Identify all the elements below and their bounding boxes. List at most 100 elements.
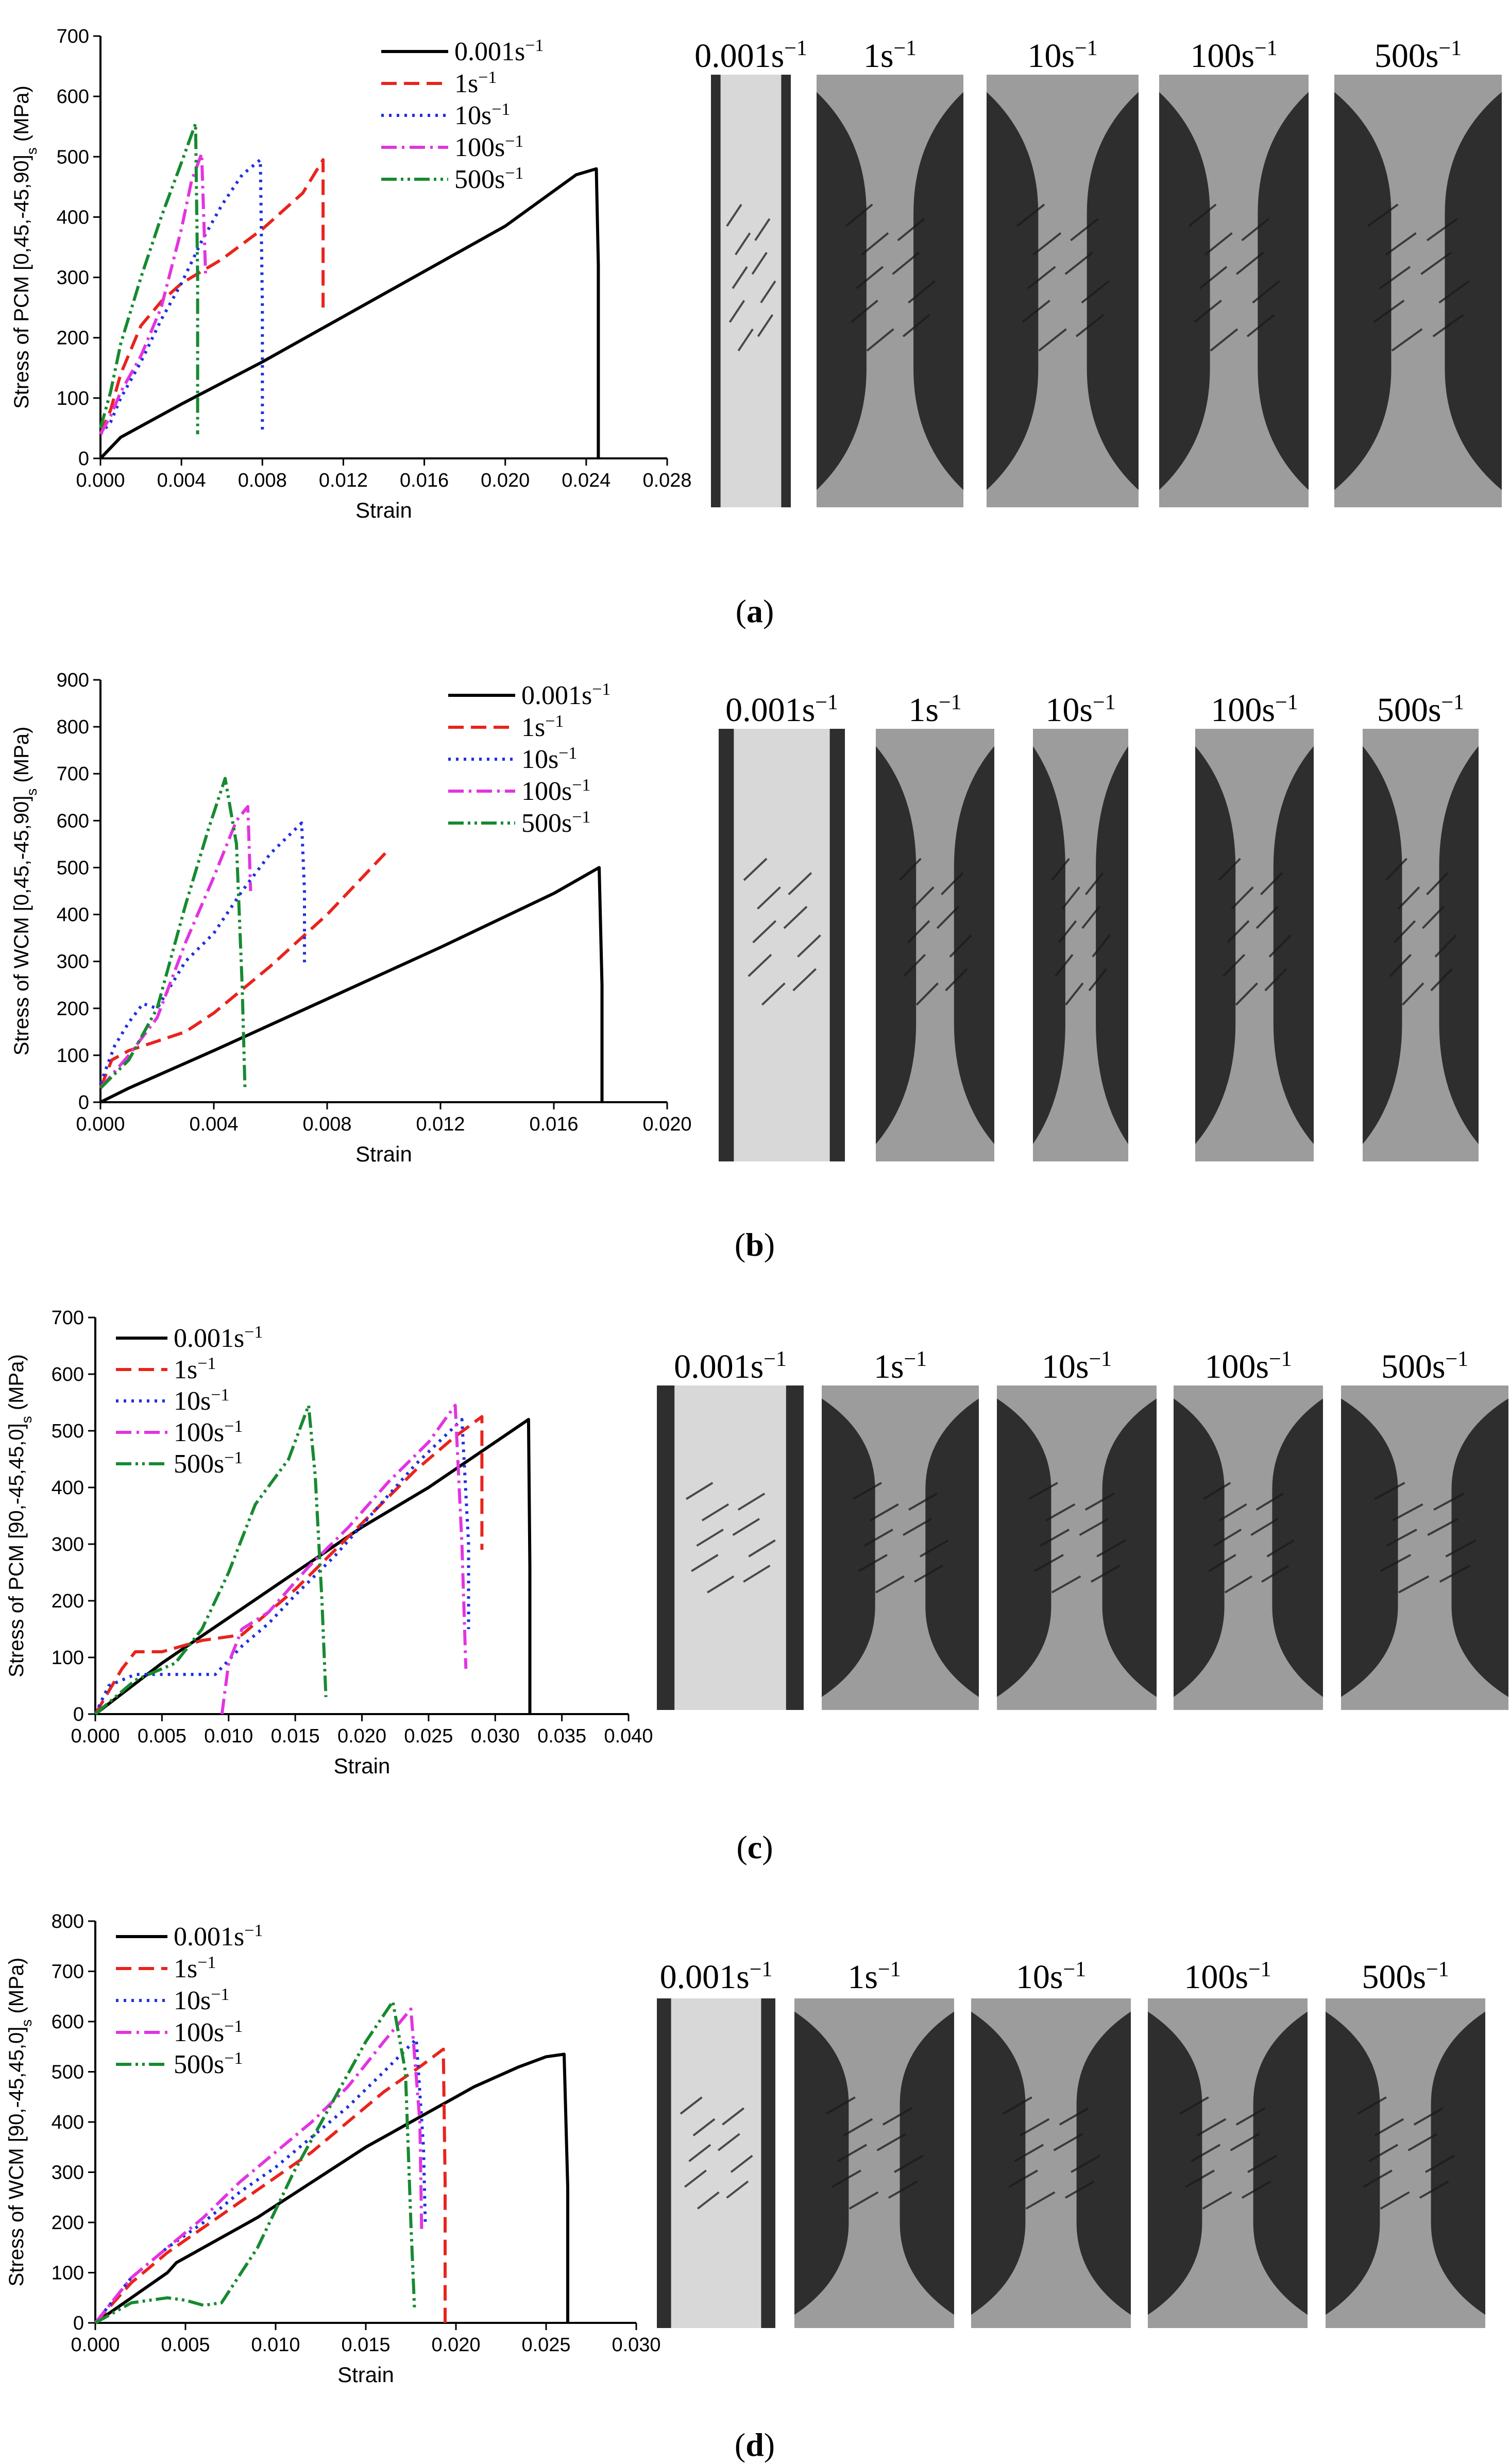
photo-rate-label: 0.001s−1 — [674, 1347, 787, 1385]
y-tick-label: 100 — [52, 1647, 84, 1669]
y-tick-label: 400 — [52, 2112, 84, 2133]
legend-label: 1s−1 — [521, 712, 564, 743]
y-tick-label: 300 — [52, 1534, 84, 1555]
y-tick-label: 500 — [57, 146, 89, 168]
x-tick-label: 0.024 — [562, 470, 610, 491]
y-tick-label: 600 — [52, 1364, 84, 1385]
series-line-5 — [99, 777, 247, 1089]
x-tick-label: 0.040 — [604, 1725, 653, 1747]
photo-rate-label: 0.001s−1 — [725, 691, 838, 729]
photo-rate-label: 100s−1 — [1211, 691, 1298, 729]
series-line-3 — [99, 158, 264, 436]
y-tick-label: 300 — [57, 267, 89, 289]
series-line-5 — [94, 2000, 416, 2324]
series-line-4 — [99, 805, 252, 1089]
series-line-1 — [94, 1418, 532, 1716]
photo-rate-label: 1s−1 — [908, 691, 962, 729]
y-axis-label: Stress of WCM [90,-45,45,0]s (MPa) — [5, 1958, 35, 2287]
y-tick-label: 100 — [57, 1045, 89, 1067]
y-axis-label: Stress of PCM [0,45,-45,90]s (MPa) — [10, 85, 40, 409]
x-tick-label: 0.000 — [76, 470, 125, 491]
legend-label: 100s−1 — [521, 776, 590, 807]
photo-rate-label: 100s−1 — [1184, 1958, 1271, 1996]
series-line-2 — [94, 1415, 484, 1715]
legend-label: 1s−1 — [174, 1354, 216, 1385]
specimen-photo — [997, 1385, 1157, 1710]
y-tick-label: 500 — [57, 857, 89, 879]
photo-rate-label: 0.001s−1 — [694, 37, 807, 75]
legend-label: 10s−1 — [454, 100, 510, 131]
series-line-3 — [94, 2038, 427, 2324]
photo-rate-label: 10s−1 — [1027, 37, 1098, 75]
panel-caption: (b) — [734, 1226, 775, 1263]
panel-caption: (d) — [734, 2426, 775, 2463]
y-tick-label: 700 — [57, 26, 89, 47]
photo-rate-label: 500s−1 — [1377, 691, 1465, 729]
legend-label: 100s−1 — [174, 1417, 243, 1448]
x-tick-label: 0.004 — [157, 470, 206, 491]
y-tick-label: 800 — [57, 716, 89, 738]
x-tick-label: 0.004 — [189, 1114, 238, 1135]
specimen-photo — [1148, 1998, 1308, 2328]
x-tick-label: 0.025 — [404, 1725, 453, 1747]
series-line-5 — [94, 1404, 328, 1716]
legend-label: 500s−1 — [174, 1448, 243, 1479]
specimen-photo — [1326, 1998, 1485, 2328]
y-tick-label: 600 — [57, 810, 89, 832]
x-tick-label: 0.000 — [71, 2334, 120, 2356]
panel-caption: (c) — [736, 1829, 773, 1866]
legend-label: 0.001s−1 — [521, 680, 610, 711]
photo-rate-label: 500s−1 — [1362, 1958, 1449, 1996]
x-tick-label: 0.030 — [471, 1725, 520, 1747]
x-tick-label: 0.016 — [400, 470, 449, 491]
specimen-photo — [1033, 729, 1128, 1161]
photo-rate-label: 1s−1 — [847, 1958, 901, 1996]
legend-label: 0.001s−1 — [454, 36, 544, 67]
legend-label: 10s−1 — [174, 1985, 229, 2016]
x-tick-label: 0.000 — [71, 1725, 120, 1747]
photo-rate-label: 100s−1 — [1204, 1347, 1292, 1385]
specimen-photo — [657, 1385, 804, 1710]
x-axis-label: Strain — [334, 1754, 391, 1778]
legend-label: 0.001s−1 — [174, 1921, 263, 1952]
legend-label: 1s−1 — [174, 1953, 216, 1984]
series-line-4 — [220, 1404, 468, 1715]
x-tick-label: 0.020 — [642, 1114, 691, 1135]
x-tick-label: 0.000 — [76, 1114, 125, 1135]
y-axis-label: Stress of WCM [0,45,-45,90]s (MPa) — [10, 727, 40, 1056]
series-line-3 — [94, 1418, 470, 1715]
stress-strain-chart: 0.000 0.004 0.008 0.012 0.016 0.020 0 100 200 300… — [10, 670, 692, 1166]
photo-rate-label: 500s−1 — [1374, 37, 1462, 75]
y-axis-label: Stress of PCM [90,-45,45,0]s (MPa) — [5, 1354, 35, 1678]
panel-caption: (a) — [735, 593, 774, 629]
series-line-4 — [99, 152, 208, 435]
x-axis-label: Strain — [355, 1142, 412, 1166]
legend-label: 0.001s−1 — [174, 1323, 263, 1354]
y-tick-label: 100 — [52, 2263, 84, 2284]
x-tick-label: 0.025 — [521, 2334, 570, 2356]
specimen-photo — [817, 75, 963, 507]
x-tick-label: 0.005 — [138, 1725, 186, 1747]
specimen-photo — [1363, 729, 1479, 1161]
series-line-2 — [99, 847, 391, 1089]
y-tick-label: 200 — [52, 1590, 84, 1612]
specimen-photo — [1341, 1385, 1508, 1710]
y-tick-label: 200 — [52, 2212, 84, 2234]
y-tick-label: 0 — [73, 2313, 84, 2334]
specimen-photo — [876, 729, 994, 1161]
x-tick-label: 0.035 — [537, 1725, 586, 1747]
y-tick-label: 400 — [57, 904, 89, 926]
x-tick-label: 0.020 — [481, 470, 530, 491]
panel-a: 0.000 0.004 0.008 0.012 0.016 0.020 0.024 0.028… — [0, 0, 1510, 639]
photo-rate-label: 1s−1 — [863, 37, 917, 75]
specimen-photo — [711, 75, 791, 507]
y-tick-label: 300 — [52, 2162, 84, 2184]
panel-d: 0.000 0.005 0.010 0.015 0.020 0.025 0.030 0 100 2… — [0, 1911, 1510, 2463]
x-axis-label: Strain — [337, 2363, 394, 2387]
y-tick-label: 100 — [57, 388, 89, 409]
y-tick-label: 900 — [57, 670, 89, 691]
y-tick-label: 300 — [57, 951, 89, 973]
legend-label: 500s−1 — [454, 164, 523, 195]
photo-rate-label: 10s−1 — [1015, 1958, 1087, 1996]
